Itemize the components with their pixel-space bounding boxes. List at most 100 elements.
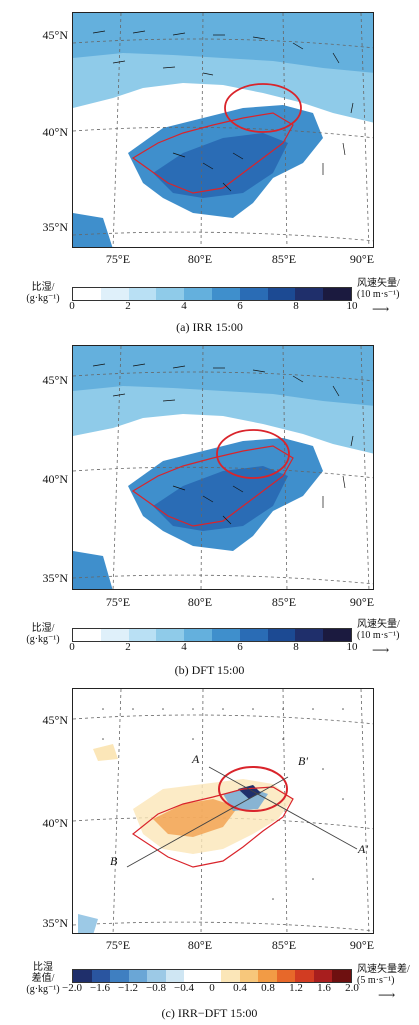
colorbar-tick-label: 1.6 (317, 982, 331, 994)
lat-label-35: 35°N (42, 571, 68, 585)
panel-a: 45°N 40°N 35°N 75°E 80°E 85°E 90°E 比湿/ (… (0, 0, 419, 335)
colorbar-tick-label: 1.2 (289, 982, 303, 994)
colorbar-swatch (73, 288, 101, 300)
lon-label-90: 90°E (349, 252, 375, 266)
colorbar-swatch (91, 970, 111, 982)
lat-label-40: 40°N (42, 125, 68, 139)
colorbar-swatch (239, 629, 268, 641)
colorbar-unit-left: 比湿/ (g·kg⁻¹) (26, 282, 60, 304)
colorbar-tick-label: 0 (69, 300, 75, 312)
colorbar-tick-label: −2.0 (62, 982, 82, 994)
colorbar-swatch (73, 629, 101, 641)
lon-label-80: 80°E (187, 938, 213, 952)
lat-label-45: 45°N (42, 373, 68, 387)
colorbar-swatch (110, 970, 129, 982)
colorbar-swatch (323, 288, 351, 300)
difference-map-c (73, 689, 373, 933)
colorbar-swatch (239, 970, 259, 982)
lon-label-75: 75°E (105, 595, 131, 609)
colorbar-swatch (128, 288, 157, 300)
colorbar-swatch (128, 629, 157, 641)
wind-unit: 风速矢量/ (10 m·s⁻¹) (357, 278, 400, 300)
colorbar-swatch (202, 970, 222, 982)
reference-arrow: ⟶ (372, 302, 390, 316)
colorbar-tick-label: 10 (346, 300, 358, 312)
map-b (72, 345, 374, 590)
colorbar-swatch (100, 629, 129, 641)
panel-b: 45°N 40°N 35°N 75°E 80°E 85°E 90°E 比湿/ (… (0, 345, 419, 677)
lon-label-85: 85°E (271, 252, 297, 266)
caption-c: (c) IRR−DFT 15:00 (161, 1006, 258, 1020)
colorbar-tick-label: −0.8 (146, 982, 166, 994)
colorbar-tick-label: −1.2 (118, 982, 138, 994)
colorbar-swatch (239, 288, 268, 300)
colorbar-tick-label: 8 (293, 641, 299, 653)
colorbar-tick-label: 0 (209, 982, 215, 994)
wind-diff-unit: 风速矢量差/ (5 m·s⁻¹) (357, 964, 410, 986)
lon-label-90: 90°E (349, 595, 375, 609)
colorbar-swatch (332, 970, 351, 982)
colorbar-a (72, 287, 352, 301)
colorbar-swatch (221, 970, 240, 982)
wind-unit: 风速矢量/ (10 m·s⁻¹) (357, 619, 400, 641)
section-label-B: B (110, 854, 118, 868)
colorbar-tick-label: 4 (181, 300, 187, 312)
colorbar-swatch (184, 629, 212, 641)
colorbar-tick-label: 2.0 (345, 982, 359, 994)
colorbar-swatch (276, 970, 296, 982)
lon-label-85: 85°E (271, 938, 297, 952)
colorbar-swatch (73, 970, 92, 982)
colorbar-tick-label: 2 (125, 300, 131, 312)
lat-label-35: 35°N (42, 220, 68, 234)
colorbar-swatch (267, 629, 296, 641)
map-a (72, 12, 374, 248)
colorbar-tick-label: 4 (181, 641, 187, 653)
section-label-B-prime: B' (298, 754, 308, 768)
colorbar-swatch (165, 970, 185, 982)
lat-label-35: 35°N (42, 916, 68, 930)
caption-a: (a) IRR 15:00 (176, 320, 243, 334)
colorbar-swatch (100, 288, 129, 300)
colorbar-swatch (184, 970, 203, 982)
lat-label-45: 45°N (42, 28, 68, 42)
colorbar-tick-label: 8 (293, 300, 299, 312)
lat-label-45: 45°N (42, 713, 68, 727)
colorbar-swatch (184, 288, 212, 300)
lat-label-40: 40°N (42, 472, 68, 486)
colorbar-tick-label: 0 (69, 641, 75, 653)
colorbar-tick-label: −1.6 (90, 982, 110, 994)
colorbar-unit-left: 比湿/ (g·kg⁻¹) (26, 623, 60, 645)
section-label-A: A (192, 752, 200, 766)
lon-label-80: 80°E (187, 595, 213, 609)
lon-label-90: 90°E (349, 938, 375, 952)
colorbar-tick-label: −0.4 (174, 982, 194, 994)
map-c (72, 688, 374, 934)
panel-c: A B' B A' 45°N 40°N 35°N 75°E 80°E 85°E … (0, 688, 419, 1025)
colorbar-tick-label: 6 (237, 300, 243, 312)
lon-label-75: 75°E (105, 252, 131, 266)
reference-arrow: ⟶ (378, 988, 396, 1002)
colorbar-swatch (156, 288, 185, 300)
colorbar-swatch (211, 629, 240, 641)
humidity-map-a (73, 13, 373, 247)
colorbar-swatch (295, 629, 324, 641)
colorbar-tick-label: 2 (125, 641, 131, 653)
colorbar-c (72, 969, 352, 983)
caption-b: (b) DFT 15:00 (174, 663, 245, 677)
colorbar-swatch (147, 970, 166, 982)
colorbar-swatch (156, 629, 185, 641)
section-label-A-prime: A' (358, 842, 368, 856)
colorbar-tick-label: 0.4 (233, 982, 247, 994)
colorbar-swatch (211, 288, 240, 300)
colorbar-b (72, 628, 352, 642)
humidity-map-b (73, 346, 373, 589)
colorbar-swatch (313, 970, 333, 982)
colorbar-swatch (128, 970, 148, 982)
lon-label-85: 85°E (271, 595, 297, 609)
lat-label-40: 40°N (42, 816, 68, 830)
colorbar-swatch (323, 629, 351, 641)
colorbar-swatch (295, 288, 324, 300)
colorbar-tick-label: 10 (346, 641, 358, 653)
colorbar-tick-label: 0.8 (261, 982, 275, 994)
reference-arrow: ⟶ (372, 643, 390, 657)
